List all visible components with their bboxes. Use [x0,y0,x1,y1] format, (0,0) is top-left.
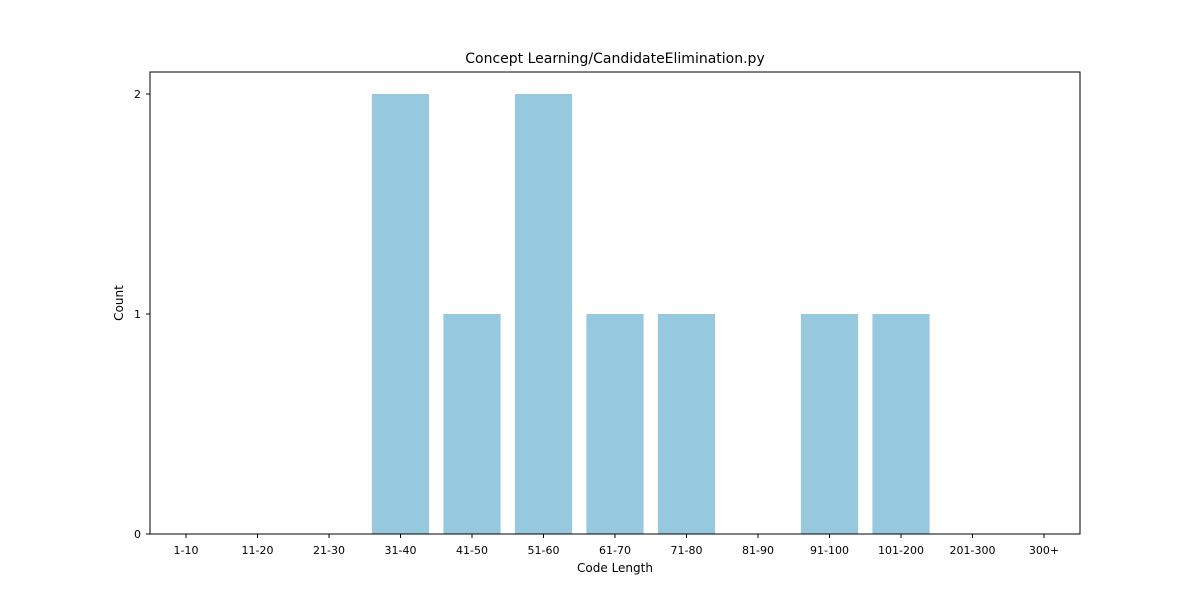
x-tick-label: 91-100 [810,544,849,557]
x-tick-label: 31-40 [385,544,417,557]
bar-71-80 [657,314,716,534]
bar-61-70 [586,314,644,534]
x-tick-label: 71-80 [671,544,703,557]
x-axis-label: Code Length [577,561,653,575]
y-axis: 0 1 2 [134,88,150,541]
x-tick-label: 21-30 [313,544,345,557]
x-tick-label: 51-60 [528,544,560,557]
bar-51-60 [514,94,573,534]
chart-title: Concept Learning/CandidateElimination.py [465,51,764,67]
y-axis-label: Count [112,285,126,321]
x-tick-label: 61-70 [599,544,631,557]
x-axis: 1-10 11-20 21-30 31-40 41-50 51-60 61-70 71-80 8… [174,534,1059,557]
x-tick-label: 81-90 [742,544,774,557]
bar-41-50 [443,314,501,534]
x-tick-label: 201-300 [950,544,996,557]
x-tick-label: 11-20 [242,544,274,557]
bar-91-100 [800,314,859,534]
x-tick-label: 1-10 [174,544,199,557]
bars-group [371,94,930,534]
y-tick-label: 1 [134,308,141,321]
x-tick-label: 300+ [1029,544,1059,557]
bar-101-200 [872,314,930,534]
bar-31-40 [371,94,430,534]
y-tick-label: 0 [134,528,141,541]
y-tick-label: 2 [134,88,141,101]
x-tick-label: 101-200 [878,544,924,557]
x-tick-label: 41-50 [456,544,488,557]
